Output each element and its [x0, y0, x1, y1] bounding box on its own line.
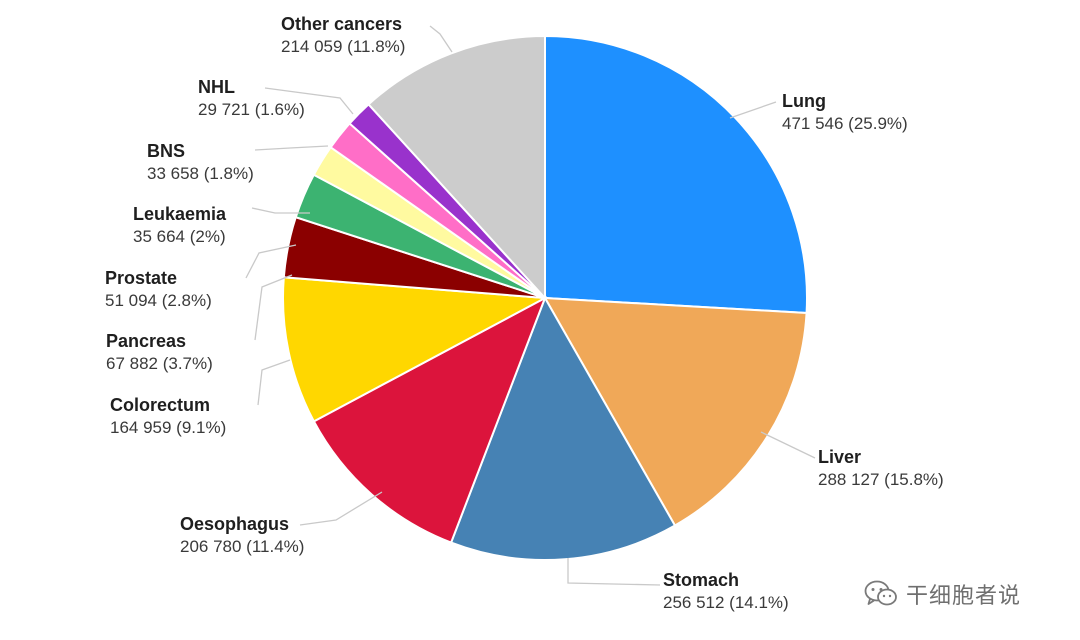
slice-label-stomach: Stomach — [663, 570, 739, 590]
slice-value-colorectum: 164 959 (9.1%) — [110, 418, 226, 437]
slice-label-pancreas: Pancreas — [106, 331, 186, 351]
slice-value-pancreas: 67 882 (3.7%) — [106, 354, 213, 373]
pie-slice-lung — [544, 34, 808, 315]
slice-label-leukaemia: Leukaemia — [133, 204, 227, 224]
leader-line-colorectum — [257, 359, 291, 406]
labels-layer: Lung 471 546 (25.9%) Liver 288 127 (15.8%) S… — [105, 14, 944, 612]
pie-slice-other-cancers — [367, 34, 546, 301]
leader-line-stomach — [567, 558, 661, 586]
slice-label-oesophagus: Oesophagus — [180, 514, 289, 534]
leader-line-leukaemia — [251, 207, 310, 214]
slice-label-lung: Lung — [782, 91, 826, 111]
slice-value-prostate: 51 094 (2.8%) — [105, 291, 212, 310]
wechat-icon — [864, 580, 897, 606]
leader-line-prostate — [245, 244, 297, 279]
slice-value-stomach: 256 512 (14.1%) — [663, 593, 789, 612]
slice-value-nhl: 29 721 (1.6%) — [198, 100, 305, 119]
pie-slice-oesophagus — [312, 295, 547, 544]
leader-line-oesophagus — [299, 491, 383, 526]
slice-label-nhl: NHL — [198, 77, 235, 97]
slice-value-lung: 471 546 (25.9%) — [782, 114, 908, 133]
slice-label-colorectum: Colorectum — [110, 395, 210, 415]
leader-line-nhl — [264, 87, 354, 115]
slice-value-oesophagus: 206 780 (11.4%) — [180, 537, 304, 556]
slice-value-liver: 288 127 (15.8%) — [818, 470, 944, 489]
pie-slice-colorectum — [282, 276, 549, 423]
slices-layer — [282, 34, 808, 561]
slice-value-other-cancers: 214 059 (11.8%) — [281, 37, 405, 56]
slice-label-bns: BNS — [147, 141, 185, 161]
watermark-text: 干细胞者说 — [906, 584, 1022, 609]
watermark: 干细胞者说 — [864, 574, 1021, 614]
slice-value-leukaemia: 35 664 (2%) — [133, 227, 226, 246]
pie-slice-stomach — [449, 295, 677, 561]
leader-lines-layer — [245, 25, 816, 586]
leader-line-liver — [760, 431, 816, 459]
leader-line-bns — [254, 145, 329, 151]
slice-label-other-cancers: Other cancers — [281, 14, 402, 34]
slice-value-bns: 33 658 (1.8%) — [147, 164, 254, 183]
slice-label-prostate: Prostate — [105, 268, 177, 288]
leader-line-other-cancers — [429, 25, 453, 53]
slice-label-liver: Liver — [818, 447, 861, 467]
leader-line-lung — [729, 101, 777, 119]
leader-line-pancreas — [254, 274, 293, 341]
